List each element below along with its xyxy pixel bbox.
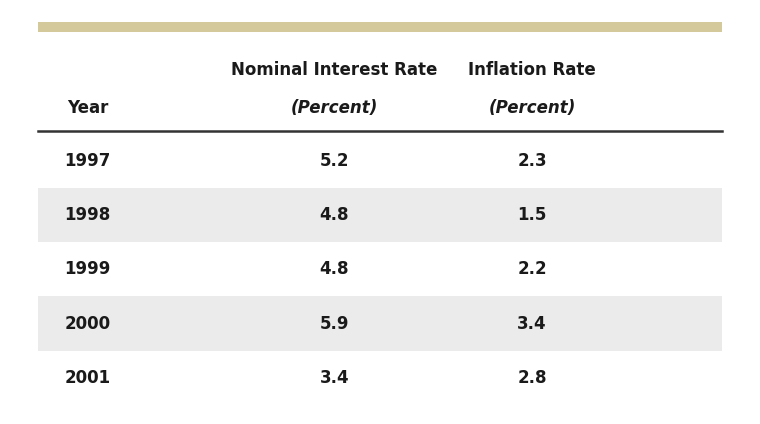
Text: 2.8: 2.8	[518, 369, 546, 387]
Text: 5.9: 5.9	[320, 315, 349, 332]
Text: 2001: 2001	[65, 369, 110, 387]
FancyBboxPatch shape	[38, 242, 722, 296]
Text: 2.2: 2.2	[518, 260, 546, 278]
FancyBboxPatch shape	[38, 296, 722, 351]
Text: 4.8: 4.8	[320, 206, 349, 224]
Text: 1998: 1998	[65, 206, 110, 224]
Text: 3.4: 3.4	[320, 369, 349, 387]
Text: 4.8: 4.8	[320, 260, 349, 278]
FancyBboxPatch shape	[38, 22, 722, 32]
Text: (Percent): (Percent)	[291, 99, 378, 117]
Text: Nominal Interest Rate: Nominal Interest Rate	[231, 61, 438, 79]
Text: 1999: 1999	[64, 260, 111, 278]
Text: 5.2: 5.2	[320, 152, 349, 170]
Text: 2.3: 2.3	[518, 152, 546, 170]
Text: Inflation Rate: Inflation Rate	[468, 61, 596, 79]
FancyBboxPatch shape	[38, 351, 722, 405]
Text: 1.5: 1.5	[518, 206, 546, 224]
Text: Year: Year	[67, 99, 108, 117]
FancyBboxPatch shape	[38, 134, 722, 188]
FancyBboxPatch shape	[38, 188, 722, 242]
Text: 2000: 2000	[65, 315, 110, 332]
Text: (Percent): (Percent)	[489, 99, 575, 117]
Text: 3.4: 3.4	[518, 315, 546, 332]
Text: 1997: 1997	[64, 152, 111, 170]
